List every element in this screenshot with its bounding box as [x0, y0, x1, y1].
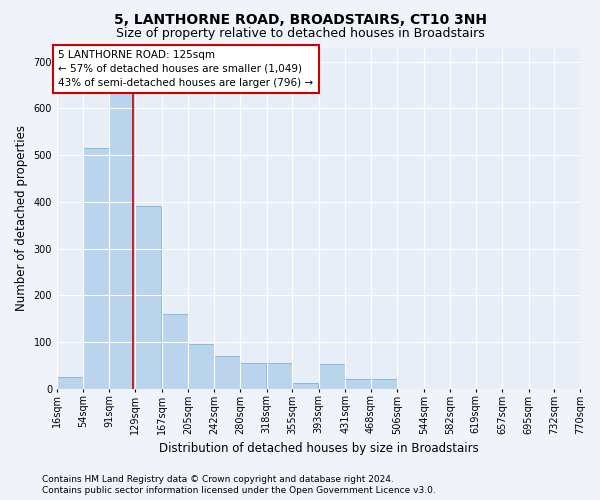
Bar: [109, 90, 135, 389]
Bar: [214, 356, 239, 388]
Bar: [371, 380, 397, 388]
Text: 5 LANTHORNE ROAD: 125sqm
← 57% of detached houses are smaller (1,049)
43% of sem: 5 LANTHORNE ROAD: 125sqm ← 57% of detach…: [58, 50, 313, 88]
Bar: [136, 206, 161, 388]
Text: Size of property relative to detached houses in Broadstairs: Size of property relative to detached ho…: [116, 28, 484, 40]
Bar: [292, 383, 318, 388]
Bar: [57, 377, 83, 388]
Bar: [162, 314, 188, 388]
Y-axis label: Number of detached properties: Number of detached properties: [15, 125, 28, 311]
Bar: [345, 380, 371, 388]
Bar: [83, 148, 109, 388]
Bar: [188, 344, 214, 389]
Text: Contains HM Land Registry data © Crown copyright and database right 2024.: Contains HM Land Registry data © Crown c…: [42, 475, 394, 484]
Bar: [241, 363, 266, 388]
Bar: [267, 363, 292, 388]
Text: 5, LANTHORNE ROAD, BROADSTAIRS, CT10 3NH: 5, LANTHORNE ROAD, BROADSTAIRS, CT10 3NH: [113, 12, 487, 26]
Text: Contains public sector information licensed under the Open Government Licence v3: Contains public sector information licen…: [42, 486, 436, 495]
Bar: [319, 364, 344, 388]
X-axis label: Distribution of detached houses by size in Broadstairs: Distribution of detached houses by size …: [158, 442, 478, 455]
